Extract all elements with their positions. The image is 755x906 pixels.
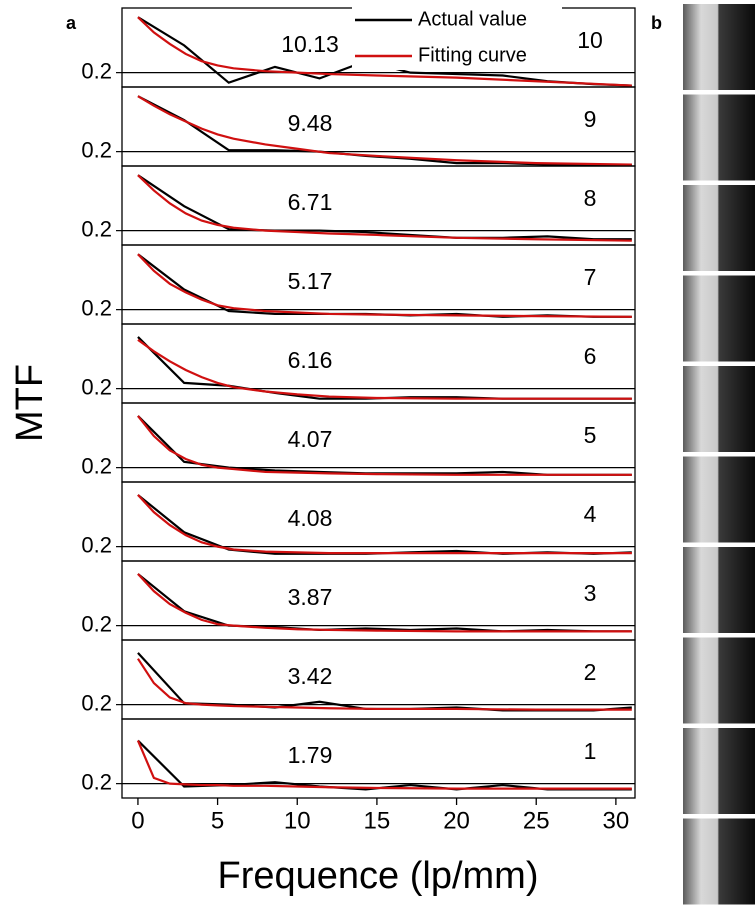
panel-annotation: 3.87 [288, 584, 333, 610]
sample-image [683, 185, 755, 271]
fit-line [137, 174, 632, 242]
panel-annotation: 4.08 [288, 505, 333, 531]
y-tick-label: 0.2 [81, 137, 112, 162]
actual-line [137, 652, 632, 712]
panel-number: 4 [584, 501, 597, 527]
panel-number: 9 [584, 106, 597, 132]
panel-annotation: 9.48 [288, 110, 333, 136]
fit-line [137, 415, 632, 476]
x-tick-label: 10 [284, 807, 311, 834]
panel-frame [121, 323, 636, 404]
y-tick-label: 0.2 [81, 58, 112, 83]
actual-line [137, 573, 632, 633]
sample-image [683, 366, 755, 452]
panel-annotation: 6.71 [288, 189, 333, 215]
sample-image [683, 547, 755, 633]
panel-number: 7 [584, 264, 597, 290]
sample-image [683, 4, 755, 90]
y-tick-label: 0.2 [81, 769, 112, 794]
panel-annotation: 10.13 [281, 31, 339, 57]
sample-image [683, 728, 755, 814]
y-tick-label: 0.2 [81, 216, 112, 241]
x-tick-label: 30 [603, 807, 630, 834]
fit-line [137, 573, 632, 633]
fit-line [137, 494, 632, 555]
x-tick-label: 20 [443, 807, 470, 834]
fit-line [137, 658, 632, 711]
fit-line [137, 253, 632, 318]
panel-number: 3 [584, 580, 597, 606]
panel-annotation: 4.07 [288, 426, 333, 452]
actual-line [137, 739, 632, 791]
panel-annotation: 5.17 [288, 268, 333, 294]
panel-frame [121, 244, 636, 325]
panel-frame [121, 402, 636, 483]
panel-number: 10 [577, 27, 603, 53]
fit-line [137, 95, 632, 166]
sample-image [683, 94, 755, 181]
fit-line [136, 740, 632, 790]
panel-number: 5 [584, 422, 597, 448]
x-tick-label: 15 [364, 807, 391, 834]
sample-image [683, 818, 755, 905]
actual-line [137, 253, 632, 318]
panel-frame [121, 481, 636, 562]
legend-label: Fitting curve [418, 44, 527, 66]
actual-line [137, 174, 632, 241]
legend-label: Actual value [418, 8, 527, 30]
panel-number: 6 [584, 343, 597, 369]
panel-label: a [66, 13, 77, 33]
actual-line [137, 95, 632, 166]
y-tick-label: 0.2 [81, 611, 112, 636]
sample-image [683, 275, 755, 362]
y-tick-label: 0.2 [81, 690, 112, 715]
sample-image [683, 456, 755, 543]
y-tick-label: 0.2 [81, 295, 112, 320]
x-tick-label: 0 [131, 807, 144, 834]
panel-number: 8 [584, 185, 597, 211]
y-tick-label: 0.2 [81, 374, 112, 399]
x-axis-label: Frequence (lp/mm) [218, 855, 539, 897]
panel-number: 1 [584, 738, 597, 764]
panel-number: 2 [584, 659, 597, 685]
panel-annotation: 1.79 [288, 742, 333, 768]
panel-annotation: 6.16 [288, 347, 333, 373]
y-tick-label: 0.2 [81, 453, 112, 478]
fit-line [137, 338, 632, 400]
sample-image [683, 637, 755, 724]
fit-line [137, 16, 632, 87]
y-axis-label: MTF [9, 364, 51, 442]
panel-label: b [651, 13, 662, 33]
y-tick-label: 0.2 [81, 532, 112, 557]
panel-frame [121, 718, 636, 799]
panel-frame [121, 639, 636, 720]
x-tick-label: 5 [211, 807, 224, 834]
actual-line [137, 336, 632, 400]
x-tick-label: 25 [523, 807, 550, 834]
panel-annotation: 3.42 [288, 663, 333, 689]
